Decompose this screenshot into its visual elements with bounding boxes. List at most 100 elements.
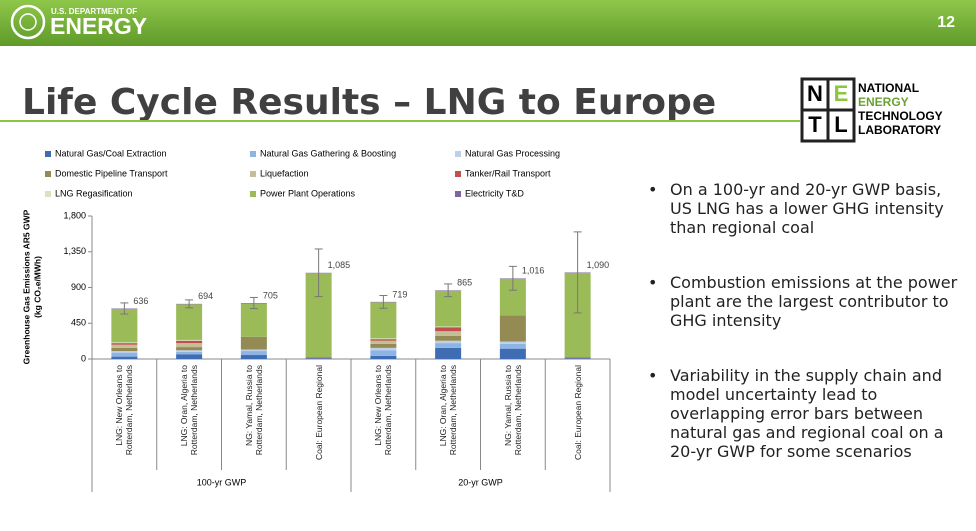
bar-segment [111,347,138,352]
agency: ENERGY [50,13,147,39]
total-label: 719 [392,289,407,299]
bar-segment [176,343,203,348]
y-tick-label: 1,800 [63,210,86,220]
total-label: 636 [133,296,148,306]
bar-segment [111,342,138,344]
bar-segment [240,349,267,352]
legend-swatch [455,151,461,157]
total-label: 1,090 [587,260,610,270]
logo-line: TECHNOLOGY [858,109,943,123]
netl-logo: N E T L NATIONAL ENERGY TECHNOLOGY LABOR… [800,77,943,143]
bar-segment [564,358,591,359]
bar-segment [499,343,526,349]
page-number: 12 [937,14,955,31]
bar-segment [435,343,462,348]
total-label: 705 [263,290,278,300]
legend-label: Electricity T&D [465,188,524,198]
bar-segment [176,304,203,340]
slide-title: Life Cycle Results – LNG to Europe [22,82,716,123]
bar-segment [499,348,526,359]
bar-segment [370,343,397,348]
bar-segment [499,341,526,344]
bar-segment [240,355,267,359]
bar-segment [111,344,138,348]
bar-segment [370,338,397,340]
bar-segment [305,357,332,359]
bar-segment [111,343,138,345]
bar-segment [499,315,526,342]
legend-swatch [455,171,461,177]
legend-swatch [45,151,51,157]
bar-segment [370,355,397,359]
bar-segment [176,347,203,351]
total-label: 1,085 [328,260,351,270]
bar-segment [176,351,203,355]
x-tick-label: LNG: New Orleans to Rotterdam, Netherlan… [373,365,394,456]
bar-segment [111,352,138,357]
x-tick-label: LNG: Oran, Algeria to Rotterdam, Netherl… [179,365,200,456]
logo-line: ENERGY [858,95,909,109]
bar-segment [435,331,462,336]
bar-segment [435,340,462,344]
seal-inner [19,13,37,31]
legend-label: Natural Gas Processing [465,148,560,158]
bar-segment [176,350,203,352]
legend-swatch [45,191,51,197]
bar-segment [111,351,138,353]
legend-label: Liquefaction [260,168,309,178]
legend-label: Domestic Pipeline Transport [55,168,168,178]
x-tick-label: NG: Yamal, Russia to Rotterdam, Netherla… [243,365,264,456]
legend-swatch [250,171,256,177]
logo-letter: T [808,112,822,137]
y-tick-label: 900 [71,282,86,292]
group-label: 20-yr GWP [458,477,503,487]
bar-segment [370,339,397,341]
total-label: 1,016 [522,266,545,276]
x-tick-label: NG: Yamal, Russia to Rotterdam, Netherla… [502,365,523,456]
legend-label: LNG Regasification [55,188,133,198]
bar-segment [176,339,203,341]
bullet-list: On a 100-yr and 20-yr GWP basis, US LNG … [648,180,958,497]
bar-segment [370,347,397,351]
y-axis-title: Greenhouse Gas Emissions AR5 GWP [21,209,31,364]
bullet-item: On a 100-yr and 20-yr GWP basis, US LNG … [648,180,958,237]
legend-swatch [455,191,461,197]
legend-label: Tanker/Rail Transport [465,168,551,178]
y-tick-label: 0 [81,353,86,363]
bar-segment [435,326,462,328]
bar-segment [305,358,332,359]
legend-label: Natural Gas/Coal Extraction [55,148,167,158]
seal [10,4,46,40]
bar-segment [564,357,591,359]
department: U.S. DEPARTMENT OF [51,7,137,16]
y-tick-label: 1,350 [63,246,86,256]
logo-letter: N [807,81,823,106]
logo-letter: E [834,81,849,106]
bar-segment [370,350,397,356]
bar-segment [176,340,203,344]
bullet-item: Variability in the supply chain and mode… [648,366,958,461]
bar-segment [176,354,203,359]
x-tick-label: Coal: European Regional [313,365,324,460]
bullet-item: Combustion emissions at the power plant … [648,273,958,330]
header-bar [0,0,976,46]
legend-label: Natural Gas Gathering & Boosting [260,148,396,158]
y-tick-label: 450 [71,318,86,328]
total-label: 694 [198,291,213,301]
logo-letter: L [834,112,847,137]
bar-segment [240,351,267,356]
x-tick-label: Coal: European Regional [572,365,583,460]
legend-label: Power Plant Operations [260,188,356,198]
bar-segment [435,335,462,341]
bar-segment [240,336,267,350]
group-label: 100-yr GWP [197,477,247,487]
logo-line: NATIONAL [858,81,919,95]
legend-swatch [45,171,51,177]
bar-segment [435,347,462,359]
legend-swatch [250,151,256,157]
x-tick-label: LNG: New Orleans to Rotterdam, Netherlan… [114,365,135,456]
total-label: 865 [457,278,472,288]
y-axis-units: (kg CO₂e/MWh) [32,256,42,318]
